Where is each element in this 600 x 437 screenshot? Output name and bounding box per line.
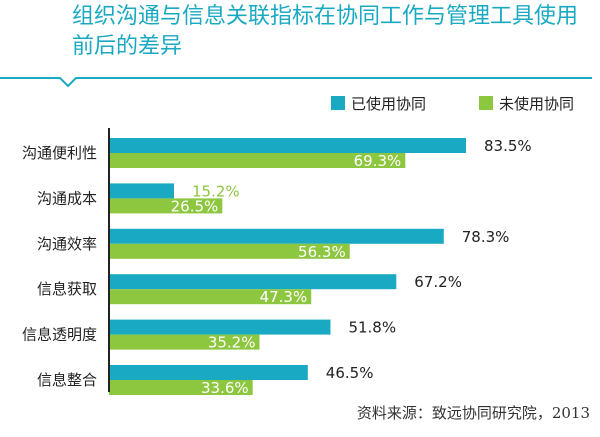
data-label-unused: 56.3% (298, 243, 346, 261)
bar-unused (109, 334, 260, 350)
category-label: 沟通效率 (37, 235, 97, 253)
bar-used (109, 138, 466, 153)
data-label-unused: 35.2% (208, 334, 256, 352)
bar-unused (109, 198, 223, 214)
legend-label-1: 已使用协同 (351, 95, 426, 113)
data-label-used: 46.5% (326, 364, 374, 382)
legend-swatch-1 (331, 96, 345, 110)
category-label: 信息获取 (37, 280, 97, 298)
source-note: 资料来源：致远协同研究院，2013 (356, 404, 590, 422)
bar-unused (109, 289, 312, 305)
title-divider (0, 77, 592, 88)
bar-used (109, 183, 174, 199)
data-label-used: 51.8% (348, 319, 396, 337)
data-label-used: 67.2% (414, 273, 462, 291)
bar-unused (109, 243, 350, 259)
bar-used (109, 228, 444, 244)
chart-title: 组织沟通与信息关联指标在协同工作与管理工具使用前后的差异 (72, 4, 579, 59)
data-label-unused: 26.5% (171, 197, 219, 215)
data-label-used: 78.3% (462, 228, 510, 246)
category-label: 沟通成本 (37, 189, 97, 207)
category-label: 沟通便利性 (22, 144, 97, 162)
bar-unused (109, 153, 406, 168)
data-label-used: 15.2% (192, 182, 240, 200)
data-label-unused: 47.3% (260, 288, 308, 306)
bar-unused (109, 380, 253, 395)
data-label-used: 83.5% (484, 137, 532, 155)
bar-used (109, 319, 331, 335)
data-label-unused: 69.3% (354, 152, 402, 170)
category-label: 信息透明度 (22, 326, 97, 344)
data-label-unused: 33.6% (201, 379, 249, 397)
legend-label-2: 未使用协同 (499, 95, 574, 113)
bar-used (109, 365, 308, 380)
category-label: 信息整合 (37, 371, 97, 389)
bar-used (109, 274, 397, 290)
legend-swatch-2 (479, 96, 493, 110)
